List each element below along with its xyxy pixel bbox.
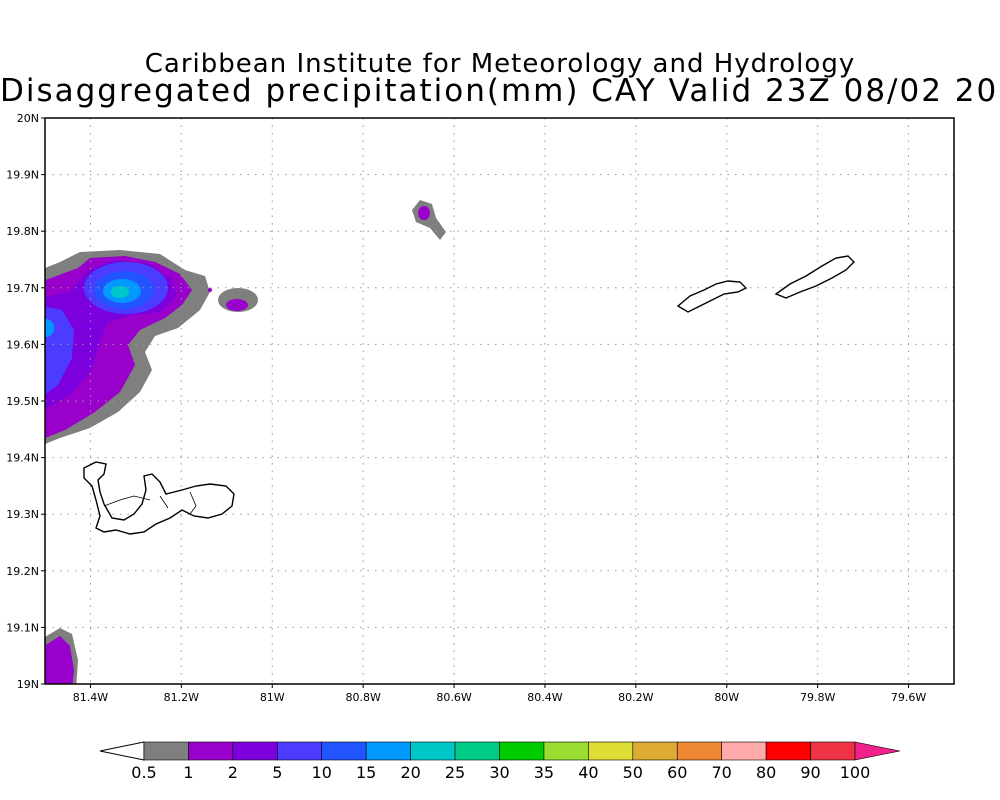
- cayman-brac-outline: [774, 255, 855, 299]
- lon-tick-label: 80.4W: [527, 691, 562, 704]
- map-title-line1: Caribbean Institute for Meteorology and …: [144, 49, 856, 79]
- colorbar-swatch: [321, 741, 367, 761]
- map-title-line2: Disaggregated precipitation(mm) CAY Vali…: [0, 73, 1000, 109]
- lon-tick-label: 80W: [714, 691, 739, 704]
- grand-cayman-outline: [83, 461, 235, 535]
- lat-tick-label: 19.3N: [6, 508, 39, 521]
- precip-sw-1mm: [45, 636, 74, 684]
- colorbar-swatch: [588, 741, 634, 761]
- precip-cell-north-gray: [412, 200, 446, 240]
- lat-tick-label: 19.2N: [6, 565, 39, 578]
- lon-tick-label: 81W: [260, 691, 285, 704]
- colorbar-label: 100: [840, 763, 871, 782]
- colorbar-swatch: [810, 741, 856, 761]
- lat-tick-label: 19.4N: [6, 452, 39, 465]
- lon-tick-label: 80.2W: [618, 691, 653, 704]
- map-grid: [45, 117, 954, 685]
- lon-tick-label: 80.6W: [436, 691, 471, 704]
- little-cayman-outline: [676, 280, 748, 313]
- lat-tick-label: 19.8N: [6, 225, 39, 238]
- lon-tick-label: 80.8W: [345, 691, 380, 704]
- colorbar-label: 30: [489, 763, 509, 782]
- colorbar-label: 90: [800, 763, 820, 782]
- colorbar-swatch: [454, 741, 500, 761]
- precip-dot: [208, 288, 212, 292]
- colorbar-label: 15: [356, 763, 376, 782]
- colorbar-label: 80: [756, 763, 776, 782]
- lat-tick-label: 19.9N: [6, 169, 39, 182]
- precipitation-field: [45, 200, 446, 684]
- colorbar-label: 10: [312, 763, 332, 782]
- colorbar-label: 40: [578, 763, 598, 782]
- colorbar-low-arrow: [99, 741, 145, 761]
- land-outlines: [83, 255, 855, 535]
- longitude-axis: 81.4W 81.2W 81W 80.8W 80.6W 80.4W 80.2W 80W 79.8…: [73, 684, 926, 704]
- lon-tick-label: 81.2W: [164, 691, 199, 704]
- lon-tick-label: 79.8W: [800, 691, 835, 704]
- lat-tick-label: 19.1N: [6, 621, 39, 634]
- lat-tick-label: 20N: [17, 112, 39, 125]
- latitude-axis: 20N 19.9N 19.8N 19.7N 19.6N 19.5N 19.4N 19.3N 19…: [6, 112, 45, 691]
- colorbar-label: 20: [400, 763, 420, 782]
- colorbar-label: 50: [623, 763, 643, 782]
- lon-tick-label: 81.4W: [73, 691, 108, 704]
- colorbar-swatch: [143, 741, 189, 761]
- lat-tick-label: 19.5N: [6, 395, 39, 408]
- colorbar-swatch: [365, 741, 411, 761]
- colorbar-swatch: [543, 741, 589, 761]
- colorbar: 0.5 1 2 5 10 15 20 25 30 35 40 50 60 70 80 90 100: [99, 741, 901, 782]
- lon-tick-label: 79.6W: [891, 691, 926, 704]
- colorbar-swatch: [721, 741, 767, 761]
- colorbar-label: 25: [445, 763, 465, 782]
- lat-tick-label: 19.6N: [6, 338, 39, 351]
- colorbar-swatch: [232, 741, 278, 761]
- colorbar-swatch: [765, 741, 811, 761]
- colorbar-swatch: [277, 741, 323, 761]
- colorbar-swatch: [188, 741, 234, 761]
- colorbar-high-arrow: [854, 741, 901, 761]
- colorbar-label: 0.5: [131, 763, 156, 782]
- precip-cell-north-1mm: [418, 206, 430, 220]
- colorbar-swatch: [499, 741, 545, 761]
- colorbar-label: 1: [183, 763, 193, 782]
- lat-tick-label: 19N: [17, 678, 39, 691]
- precip-core-20mm: [111, 286, 129, 298]
- colorbar-swatch: [676, 741, 722, 761]
- colorbar-label: 70: [712, 763, 732, 782]
- grand-cayman-inner: [103, 491, 197, 515]
- lat-tick-label: 19.7N: [6, 282, 39, 295]
- precip-small-1mm: [226, 299, 248, 311]
- colorbar-label: 60: [667, 763, 687, 782]
- colorbar-label: 35: [534, 763, 554, 782]
- colorbar-swatch: [632, 741, 678, 761]
- colorbar-label: 5: [272, 763, 282, 782]
- precip-core-15mm-west: [45, 319, 54, 337]
- colorbar-label: 2: [228, 763, 238, 782]
- colorbar-swatch: [410, 741, 456, 761]
